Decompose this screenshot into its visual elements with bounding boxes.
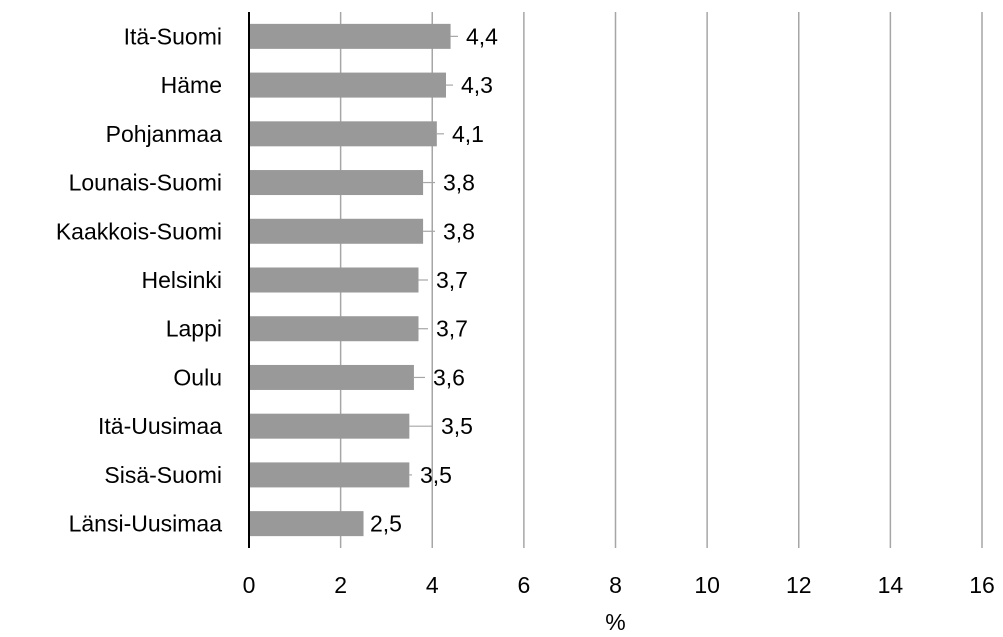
bar-0 [249, 23, 451, 49]
bar-4 [249, 218, 424, 244]
data-label-7: 3,6 [433, 364, 465, 390]
category-label-6: Lappi [166, 316, 222, 342]
x-tick-label-0: 0 [243, 572, 256, 598]
category-label-5: Helsinki [141, 267, 222, 293]
x-tick-labels: 0 2 4 6 8 10 12 14 16 [243, 572, 995, 598]
gridlines [339, 12, 983, 548]
data-labels: 4,4 4,3 4,1 3,8 3,8 3,7 3,7 3,6 3,5 3,5 2,5 [370, 23, 498, 536]
bar-3 [249, 170, 424, 196]
bar-7 [249, 364, 414, 390]
category-labels: Itä-Suomi Häme Pohjanmaa Lounais-Suomi Kaakk… [56, 23, 222, 536]
bar-10 [249, 511, 364, 537]
data-label-0: 4,4 [466, 23, 498, 49]
data-label-10: 2,5 [370, 511, 402, 537]
data-label-6: 3,7 [436, 316, 468, 342]
category-label-9: Sisä-Suomi [104, 462, 222, 488]
data-label-3: 3,8 [443, 170, 475, 196]
x-tick-label-10: 10 [694, 572, 720, 598]
data-label-4: 3,8 [443, 218, 475, 244]
category-label-8: Itä-Uusimaa [98, 413, 222, 439]
category-label-7: Oulu [173, 364, 222, 390]
category-label-4: Kaakkois-Suomi [56, 218, 222, 244]
category-label-10: Länsi-Uusimaa [69, 511, 223, 537]
data-label-5: 3,7 [436, 267, 468, 293]
bar-6 [249, 316, 419, 342]
category-label-1: Häme [161, 72, 222, 98]
x-axis-title: % [605, 609, 625, 635]
data-label-1: 4,3 [461, 72, 493, 98]
bar-5 [249, 267, 419, 293]
category-label-3: Lounais-Suomi [69, 170, 222, 196]
bars [249, 23, 451, 537]
data-label-8: 3,5 [441, 413, 473, 439]
bar-9 [249, 462, 410, 488]
x-tick-label-14: 14 [878, 572, 904, 598]
x-tick-label-6: 6 [517, 572, 530, 598]
bar-8 [249, 413, 410, 439]
bar-1 [249, 72, 446, 98]
bar-2 [249, 121, 437, 147]
x-tick-label-4: 4 [426, 572, 439, 598]
x-tick-label-2: 2 [334, 572, 347, 598]
category-label-2: Pohjanmaa [106, 121, 223, 147]
leader-lines [409, 35, 458, 476]
x-tick-label-8: 8 [609, 572, 622, 598]
x-tick-label-16: 16 [969, 572, 995, 598]
category-label-0: Itä-Suomi [124, 23, 222, 49]
x-tick-label-12: 12 [786, 572, 812, 598]
data-label-9: 3,5 [420, 462, 452, 488]
data-label-2: 4,1 [452, 121, 484, 147]
